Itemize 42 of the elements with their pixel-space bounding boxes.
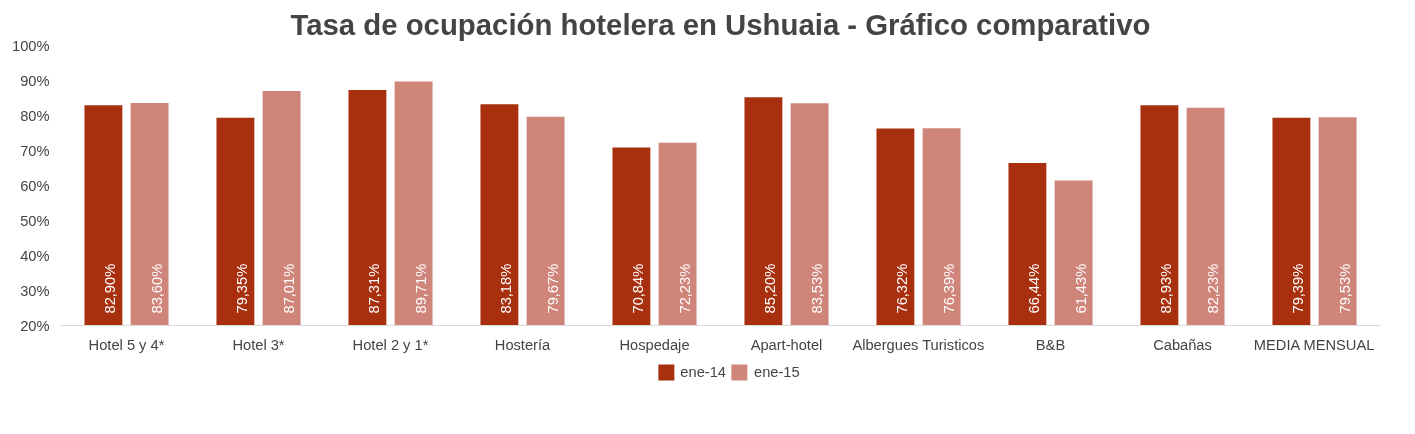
data-label: 82,93% — [1158, 263, 1175, 314]
x-tick-label: Hotel 3* — [232, 336, 285, 353]
x-tick-label: Hospedaje — [619, 336, 690, 353]
y-tick-label: 60% — [20, 177, 50, 194]
data-label: 79,67% — [544, 263, 561, 314]
data-label: 82,23% — [1204, 263, 1221, 314]
chart-title: Tasa de ocupación hotelera en Ushuaia - Gráfico comparativo — [290, 7, 1151, 41]
data-label: 76,32% — [894, 263, 911, 314]
data-label: 87,01% — [280, 263, 297, 314]
data-label: 83,60% — [148, 263, 165, 314]
x-tick-label: Hotel 5 y 4* — [88, 336, 165, 353]
data-label: 83,18% — [498, 263, 515, 314]
legend-label: ene-14 — [680, 364, 726, 380]
data-label: 70,84% — [630, 263, 647, 314]
data-label: 61,43% — [1072, 263, 1089, 314]
data-label: 79,35% — [234, 263, 251, 314]
data-label: 72,23% — [676, 263, 693, 314]
data-label: 83,53% — [808, 263, 825, 314]
data-label: 87,31% — [366, 263, 383, 314]
x-tick-label: Cabañas — [1153, 336, 1212, 353]
data-label: 79,39% — [1290, 263, 1307, 314]
y-tick-label: 20% — [20, 317, 50, 334]
y-tick-label: 70% — [20, 142, 50, 159]
y-tick-label: 40% — [20, 247, 50, 264]
data-label: 89,71% — [412, 263, 429, 314]
y-tick-label: 100% — [12, 37, 50, 54]
data-label: 76,39% — [940, 263, 957, 314]
x-tick-label: Hotel 2 y 1* — [352, 336, 429, 353]
data-label: 85,20% — [762, 263, 779, 314]
x-tick-label: Apart-hotel — [750, 336, 823, 353]
data-label: 66,44% — [1026, 263, 1043, 314]
y-tick-label: 90% — [20, 72, 50, 89]
legend-label: ene-15 — [754, 364, 800, 380]
data-label: 79,53% — [1336, 263, 1353, 314]
x-tick-label: Albergues Turisticos — [852, 336, 985, 353]
data-label: 82,90% — [102, 263, 119, 314]
y-tick-label: 30% — [20, 282, 50, 299]
x-tick-label: B&B — [1035, 336, 1066, 353]
x-tick-label: Hostería — [494, 336, 552, 353]
x-tick-label: MEDIA MENSUAL — [1253, 336, 1375, 353]
y-tick-label: 50% — [20, 212, 50, 229]
y-tick-label: 80% — [20, 107, 50, 124]
